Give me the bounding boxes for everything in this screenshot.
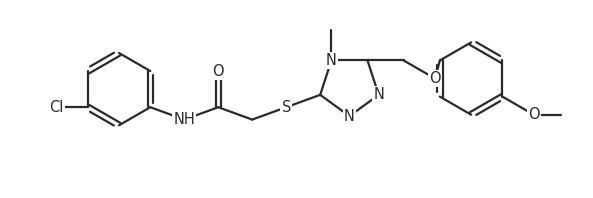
Text: Cl: Cl	[50, 100, 64, 115]
Text: N: N	[326, 53, 337, 68]
Text: S: S	[282, 100, 291, 115]
Text: N: N	[373, 87, 384, 102]
Text: O: O	[528, 107, 540, 122]
Text: O: O	[429, 71, 441, 86]
Text: O: O	[212, 64, 224, 79]
Text: NH: NH	[173, 112, 195, 127]
Text: N: N	[344, 109, 355, 124]
